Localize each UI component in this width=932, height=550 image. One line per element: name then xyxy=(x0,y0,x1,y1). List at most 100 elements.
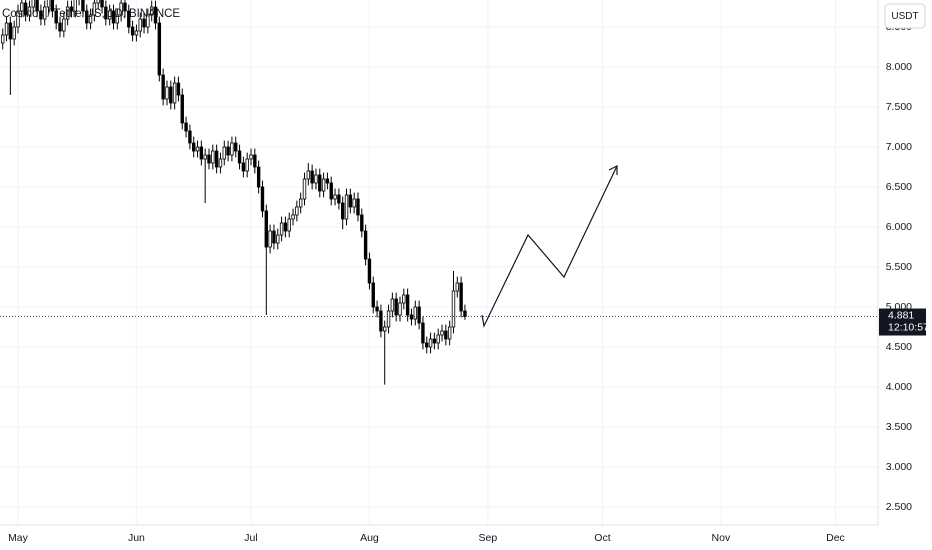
candle-body xyxy=(115,14,120,24)
candle-body xyxy=(405,294,410,316)
candle-body xyxy=(451,290,456,328)
candle-body xyxy=(306,170,311,180)
candle-body xyxy=(463,310,467,317)
candle-body xyxy=(43,6,47,20)
candle-body xyxy=(333,194,337,200)
candle-body xyxy=(188,130,192,144)
candle-body xyxy=(31,0,35,8)
candle-body xyxy=(344,194,349,220)
candle-body xyxy=(298,198,303,208)
candle-body xyxy=(23,2,28,16)
candle-body xyxy=(444,330,448,340)
drawn-arrow xyxy=(481,165,618,328)
candle-body xyxy=(104,6,108,20)
candle-body xyxy=(207,154,211,164)
candle-body xyxy=(409,314,414,320)
candle-body xyxy=(88,14,93,24)
candle-body xyxy=(310,170,314,184)
candle-body xyxy=(46,0,51,8)
candle-body xyxy=(134,30,139,36)
candle-body xyxy=(195,146,200,152)
candle-body xyxy=(214,150,219,168)
y-tick-label: 4.500 xyxy=(886,341,912,353)
candle-body xyxy=(8,22,13,40)
candle-body xyxy=(149,6,154,16)
candle-body xyxy=(35,0,39,12)
candle-body xyxy=(314,174,318,184)
candle-body xyxy=(153,6,158,24)
candle-body xyxy=(279,222,284,236)
arrow-head xyxy=(608,165,618,175)
currency-label: USDT xyxy=(891,11,918,22)
candle-body xyxy=(432,338,437,344)
candle-body xyxy=(27,6,32,16)
x-tick-label: Oct xyxy=(594,532,610,544)
last-price-label: 4.881 xyxy=(888,309,914,321)
candle-body xyxy=(50,0,55,12)
candle-body xyxy=(398,302,402,316)
candle-body xyxy=(402,294,406,304)
candle-body xyxy=(459,282,463,312)
candle-body xyxy=(111,10,116,24)
candle-body xyxy=(436,334,440,344)
currency-button[interactable] xyxy=(884,3,926,29)
candle-body xyxy=(291,214,295,220)
candle-body xyxy=(107,10,112,20)
x-tick-label: May xyxy=(8,532,29,544)
candle-body xyxy=(386,310,391,328)
candle-body xyxy=(329,182,333,200)
candle-body xyxy=(130,26,135,36)
candle-body xyxy=(211,150,215,164)
candle-body xyxy=(69,6,74,12)
candle-body xyxy=(447,326,452,340)
candle-body xyxy=(379,310,383,332)
y-tick-label: 8.000 xyxy=(886,61,912,73)
candle-body xyxy=(253,154,257,168)
chart-title: Cosmos / TetherUS, 1D, BINANCE xyxy=(2,8,180,20)
candle-body xyxy=(340,202,345,220)
candle-body xyxy=(58,22,62,32)
candle-body xyxy=(440,330,444,336)
candle-body xyxy=(371,282,375,308)
candle-body xyxy=(199,146,204,160)
candle-body xyxy=(249,154,253,160)
candle-body xyxy=(146,14,150,28)
candle-body xyxy=(318,174,322,192)
candle-body xyxy=(394,298,398,316)
y-tick-label: 6.500 xyxy=(886,181,912,193)
candle-body xyxy=(157,22,162,76)
candles xyxy=(1,0,467,385)
candle-body xyxy=(138,18,142,32)
candle-body xyxy=(20,2,24,12)
candle-body xyxy=(203,154,207,160)
candle-body xyxy=(100,0,104,8)
candle-body xyxy=(142,18,146,28)
candle-body xyxy=(237,150,242,164)
candle-body xyxy=(425,342,429,348)
candle-body xyxy=(230,142,234,156)
candle-body xyxy=(234,142,238,152)
y-tick-label: 2.500 xyxy=(886,501,912,513)
countdown-label: 12:10:57 xyxy=(888,321,929,333)
candle-body xyxy=(302,178,307,200)
y-tick-label: 4.000 xyxy=(886,381,912,393)
candle-body xyxy=(169,86,173,104)
candle-body xyxy=(421,322,425,344)
candle-body xyxy=(62,18,66,32)
x-tick-label: Aug xyxy=(360,532,379,544)
candle-body xyxy=(73,0,77,12)
candle-body xyxy=(245,158,249,172)
y-tick-label: 7.000 xyxy=(886,141,912,153)
y-tick-label: 3.500 xyxy=(886,421,912,433)
candle-body xyxy=(184,122,188,132)
candle-body xyxy=(360,214,364,232)
candle-body xyxy=(54,10,58,24)
candle-body xyxy=(321,178,326,192)
y-tick-label: 7.500 xyxy=(886,101,912,113)
candle-body xyxy=(180,94,184,124)
x-tick-label: Nov xyxy=(712,532,731,544)
candle-body xyxy=(39,10,43,20)
candle-body xyxy=(222,146,226,160)
